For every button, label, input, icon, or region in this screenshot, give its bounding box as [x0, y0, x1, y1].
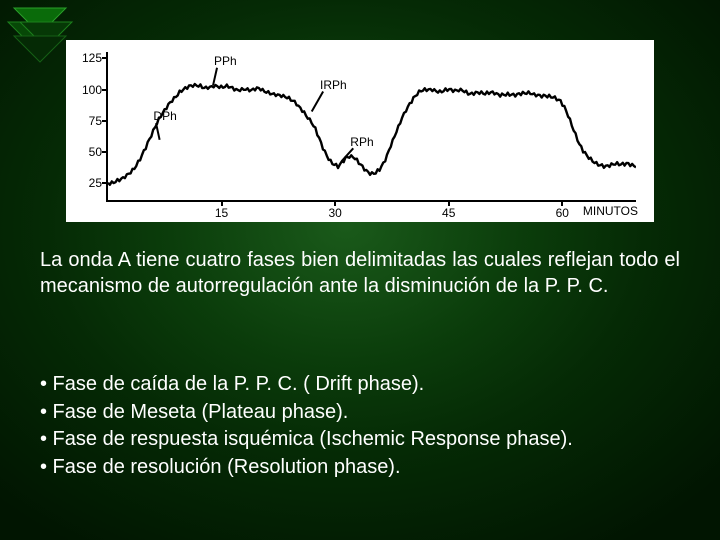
phase-label: DPh: [153, 109, 176, 123]
y-tick-label: 50: [72, 145, 102, 159]
y-tick-mark: [102, 89, 108, 91]
x-axis-label: MINUTOS: [583, 204, 638, 218]
x-tick-mark: [221, 200, 223, 206]
phase-label: RPh: [350, 135, 373, 149]
phase-label: PPh: [214, 54, 237, 68]
y-tick-mark: [102, 182, 108, 184]
list-item: • Fase de resolución (Resolution phase).: [40, 455, 680, 481]
x-tick-mark: [561, 200, 563, 206]
list-item: • Fase de respuesta isquémica (Ischemic …: [40, 427, 680, 453]
x-tick-label: 15: [215, 206, 228, 220]
y-tick-label: 25: [72, 176, 102, 190]
x-tick-label: 45: [442, 206, 455, 220]
y-tick-label: 125: [72, 51, 102, 65]
chart-card: MINUTOS 25 50 75 100 125 15 30 45 60 PPh DPh IRPh RP…: [66, 40, 654, 222]
y-tick-label: 75: [72, 114, 102, 128]
list-item: • Fase de Meseta (Plateau phase).: [40, 400, 680, 426]
x-tick-label: 30: [328, 206, 341, 220]
y-tick-mark: [102, 151, 108, 153]
phase-list: • Fase de caída de la P. P. C. ( Drift p…: [40, 372, 680, 482]
description-paragraph: La onda A tiene cuatro fases bien delimi…: [40, 248, 680, 299]
y-tick-label: 100: [72, 83, 102, 97]
y-tick-mark: [102, 57, 108, 59]
x-tick-mark: [448, 200, 450, 206]
waveform-line: [108, 52, 636, 201]
x-tick-mark: [334, 200, 336, 206]
y-tick-mark: [102, 120, 108, 122]
list-item: • Fase de caída de la P. P. C. ( Drift p…: [40, 372, 680, 398]
phase-label: IRPh: [320, 78, 347, 92]
x-tick-label: 60: [556, 206, 569, 220]
chart-plot-area: MINUTOS 25507510012515304560PPhDPhIRPhRP…: [106, 52, 636, 202]
